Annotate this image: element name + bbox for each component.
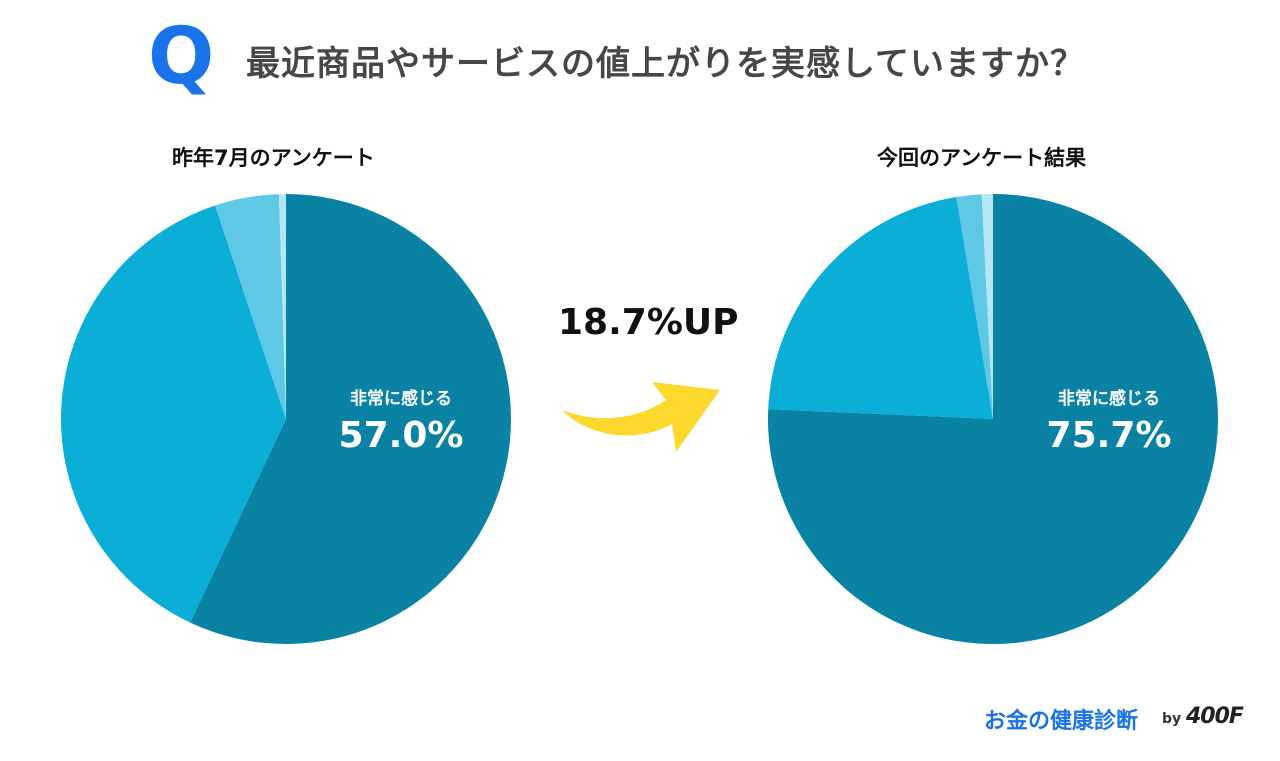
difference-label: 18.7%UP <box>558 302 739 343</box>
left-slice-label: 非常に感じる <box>350 389 452 409</box>
up-arrow-icon <box>562 382 720 452</box>
right-pie-main-label: 非常に感じる 75.7% <box>1009 384 1209 456</box>
right-pie-slice-2 <box>956 194 993 419</box>
brand-logo: 400F <box>1186 704 1244 729</box>
question-title: 最近商品やサービスの値上がりを実感していますか？ <box>246 44 1085 84</box>
right-slice-value: 75.7% <box>1046 415 1172 456</box>
left-slice-value: 57.0% <box>338 415 464 456</box>
left-pie-slice-1 <box>60 205 287 623</box>
right-pie-slice-3 <box>981 194 993 419</box>
left-pie-main-label: 非常に感じる 57.0% <box>301 384 501 456</box>
brand-by: by <box>1162 711 1182 727</box>
left-pie <box>60 194 512 644</box>
q-mark: Q <box>148 12 215 102</box>
brand-name: お金の健康診断 <box>984 709 1139 734</box>
right-slice-label: 非常に感じる <box>1058 389 1160 409</box>
right-pie <box>768 194 1218 645</box>
right-pie-title: 今回のアンケート結果 <box>877 146 1087 170</box>
left-pie-slice-2 <box>215 194 286 419</box>
right-pie-slice-0 <box>768 194 1218 645</box>
left-pie-title: 昨年7月のアンケート <box>172 146 375 170</box>
right-pie-slice-1 <box>768 196 993 419</box>
left-pie-slice-0 <box>190 194 512 644</box>
left-pie-slice-3 <box>278 194 286 419</box>
